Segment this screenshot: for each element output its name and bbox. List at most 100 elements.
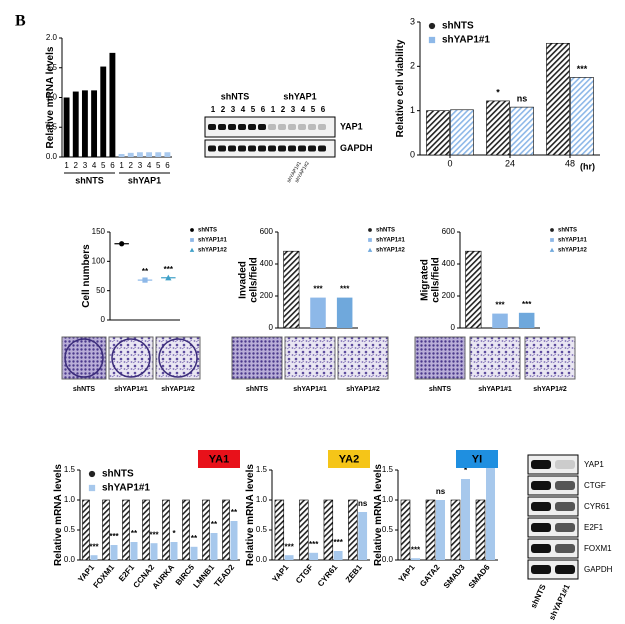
blot-band — [531, 460, 551, 469]
x-tick-label: YAP1 — [397, 562, 417, 584]
y-tick-label: 200 — [442, 291, 456, 300]
bar — [450, 109, 474, 156]
blot-band — [288, 124, 296, 130]
significance: *** — [411, 545, 421, 554]
legend-marker — [550, 238, 554, 242]
legend-marker — [428, 36, 436, 44]
bar — [274, 499, 285, 561]
blot-row-label: GAPDH — [584, 565, 613, 574]
legend-marker — [189, 247, 195, 252]
blot-frame — [527, 538, 579, 559]
lane-number: 5 — [311, 105, 316, 114]
lane-number: 6 — [321, 105, 326, 114]
legend-marker — [368, 228, 372, 232]
bar — [146, 152, 153, 157]
blot-band — [531, 481, 551, 490]
panel-label: B — [15, 13, 26, 30]
y-axis-label-line: Relative mRNA levels — [53, 464, 64, 566]
bar — [110, 545, 118, 560]
blot-frame — [527, 559, 579, 580]
blot-band — [218, 124, 226, 130]
significance: *** — [309, 540, 319, 549]
bar — [202, 499, 210, 561]
bar — [436, 500, 445, 560]
y-tick-label: 3 — [410, 16, 415, 26]
blot-frame — [527, 475, 579, 496]
y-tick-label: 1 — [410, 105, 415, 115]
x-tick-label: 24 — [505, 158, 515, 168]
bar — [127, 152, 134, 157]
blot-row-label: YAP1 — [340, 121, 363, 131]
legend-marker — [367, 247, 373, 252]
legend-label: shYAP1#1 — [102, 483, 150, 494]
blot-band — [228, 145, 236, 152]
lane-number: 2 — [221, 105, 226, 114]
y-tick-label: 600 — [260, 227, 274, 236]
group-label: shYAP1 — [128, 175, 161, 185]
x-tick-label: GATA2 — [418, 562, 442, 588]
significance: ns — [517, 93, 528, 103]
legend-marker — [428, 22, 436, 30]
blot-band — [208, 145, 216, 152]
x-tick-label: 3 — [83, 161, 88, 170]
significance: ** — [142, 267, 149, 276]
bar — [284, 555, 294, 560]
bar — [400, 499, 411, 561]
blot-row-label: GAPDH — [340, 143, 373, 153]
legend-marker — [88, 470, 96, 478]
x-tick-label: ZEB1 — [344, 562, 364, 584]
bar — [72, 91, 79, 157]
blot-band — [208, 124, 216, 130]
image-label: shNTS — [73, 386, 96, 393]
legend-label: shYAP1#2 — [198, 248, 227, 254]
blot-band — [555, 460, 575, 469]
y-tick-label: 0 — [101, 315, 106, 324]
x-tick-label: 2 — [129, 161, 134, 170]
blot-band — [288, 145, 296, 152]
blot-row-label: CTGF — [584, 481, 606, 490]
x-tick-label: 3 — [138, 161, 143, 170]
y-tick-label: 1.0 — [46, 93, 58, 102]
legend-marker — [549, 247, 555, 252]
blot-band — [308, 145, 316, 152]
x-axis-label: (hr) — [580, 161, 595, 171]
bar — [90, 555, 98, 560]
y-tick-label: 2.0 — [46, 33, 58, 42]
bar — [425, 499, 436, 561]
blot-frame — [527, 517, 579, 538]
y-tick-label: 1.5 — [64, 465, 76, 474]
bar — [210, 533, 218, 560]
bar — [358, 512, 368, 560]
bar — [164, 152, 171, 157]
dot — [165, 274, 172, 281]
bar — [426, 110, 450, 156]
y-axis-label: Relative cell viability — [395, 39, 406, 137]
legend-label: shYAP1#1 — [376, 238, 405, 244]
lane-number: 4 — [301, 105, 306, 114]
y-axis-label: Cell numbers — [81, 244, 92, 308]
y-tick-label: 0.0 — [46, 152, 58, 161]
lane-number: 1 — [271, 105, 276, 114]
bar — [492, 313, 508, 328]
significance: *** — [577, 64, 588, 74]
badge-label: YA2 — [339, 453, 359, 465]
micrograph — [61, 336, 107, 380]
y-tick-label: 50 — [96, 286, 105, 295]
y-tick-label: 400 — [442, 259, 456, 268]
significance: *** — [313, 285, 323, 294]
image-label: shNTS — [246, 386, 269, 393]
bar — [63, 97, 70, 157]
blot-frame — [527, 454, 579, 475]
y-tick-label: 0.0 — [256, 555, 268, 564]
y-axis-label: Migratedcells/field — [419, 257, 441, 303]
legend-label: shYAP1#1 — [198, 238, 227, 244]
well — [158, 338, 198, 378]
y-tick-label: 600 — [442, 227, 456, 236]
lane-number: 4 — [241, 105, 246, 114]
significance: *** — [333, 538, 343, 547]
legend-label: shNTS — [558, 228, 577, 234]
bar — [475, 499, 486, 561]
legend-label: shNTS — [442, 21, 474, 32]
x-tick-label: AURKA — [151, 563, 177, 591]
y-axis-label-line: Relative cell viability — [395, 39, 406, 137]
